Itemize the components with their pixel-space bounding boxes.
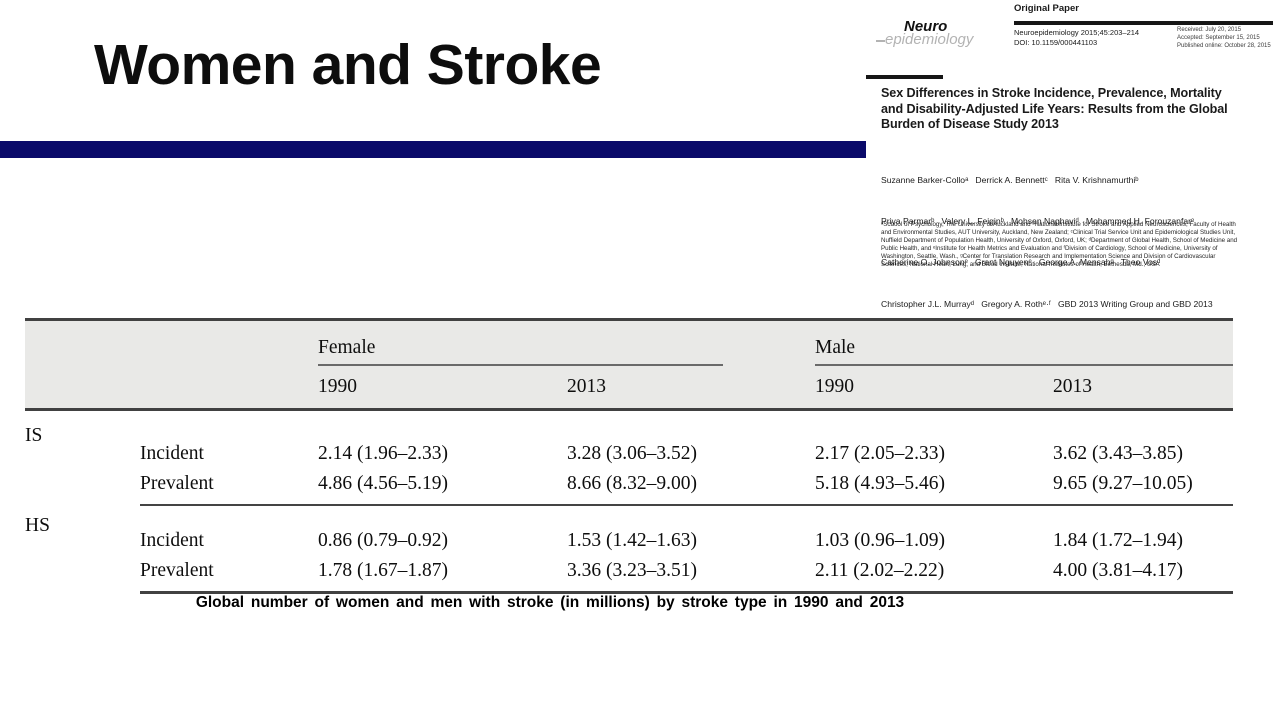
- paper-clipping: Neuro epidemiology Original Paper Neuroe…: [865, 0, 1280, 350]
- value-cell: 5.18 (4.93–5.46): [815, 465, 1053, 506]
- year-header: 1990: [815, 366, 1053, 411]
- paper-dates: Received: July 20, 2015 Accepted: Septem…: [1177, 26, 1271, 50]
- table-row: Prevalent 4.86 (4.56–5.19) 8.66 (8.32–9.…: [25, 465, 1233, 506]
- value-cell: 4.86 (4.56–5.19): [318, 465, 567, 506]
- value-cell: 9.65 (9.27–10.05): [1053, 465, 1233, 506]
- year-header: 2013: [1053, 366, 1233, 411]
- table-row: HS Incident 0.86 (0.79–0.92) 1.53 (1.42–…: [25, 505, 1233, 552]
- table-year-header-row: 1990 2013 1990 2013: [25, 366, 1233, 411]
- paper-date-published: Published online: October 28, 2015: [1177, 43, 1271, 49]
- table-corner-cell: [25, 318, 318, 366]
- table-header-male: Male: [815, 318, 1233, 366]
- year-header: 2013: [567, 366, 815, 411]
- journal-logo-dash: [876, 40, 885, 42]
- male-span-rule: [815, 364, 1233, 366]
- paper-affiliations: ᵃSchool of Psychology, The University of…: [881, 221, 1238, 268]
- measure-cell: Prevalent: [140, 465, 318, 506]
- table-row: Prevalent 1.78 (1.67–1.87) 3.36 (3.23–3.…: [25, 552, 1233, 594]
- journal-logo-neuro: Neuro: [904, 18, 948, 35]
- value-cell: 4.00 (3.81–4.17): [1053, 552, 1233, 594]
- value-cell: 1.78 (1.67–1.87): [318, 552, 567, 594]
- value-cell: 3.62 (3.43–3.85): [1053, 443, 1183, 464]
- value-cell: 2.11 (2.02–2.22): [815, 552, 1053, 594]
- table-caption: Global number of women and men with stro…: [195, 594, 905, 611]
- stroke-table: Female Male 1990 2013 1990 2013 IS Incid…: [25, 318, 1233, 594]
- table-group-header-row: Female Male: [25, 318, 1233, 366]
- paper-date-accepted: Accepted: September 15, 2015: [1177, 35, 1260, 41]
- value-cell: 3.36 (3.23–3.51): [567, 552, 815, 594]
- paper-section-label: Original Paper: [1014, 3, 1079, 14]
- table-header-female-label: Female: [318, 337, 376, 358]
- value-cell: 1.03 (0.96–1.09): [815, 530, 945, 551]
- stroke-type-cell: IS: [25, 425, 43, 446]
- value-cell: 3.28 (3.06–3.52): [567, 443, 697, 464]
- table-header-male-label: Male: [815, 337, 856, 358]
- value-cell: 1.84 (1.72–1.94): [1053, 530, 1183, 551]
- year-header: 1990: [318, 366, 567, 411]
- stroke-type-cell: HS: [25, 515, 50, 536]
- paper-title: Sex Differences in Stroke Incidence, Pre…: [881, 86, 1228, 132]
- value-cell: 8.66 (8.32–9.00): [567, 465, 815, 506]
- table-empty-cell: [25, 366, 318, 411]
- paper-doi: DOI: 10.1159/000441103: [1014, 38, 1098, 47]
- value-cell: 2.17 (2.05–2.33): [815, 443, 945, 464]
- measure-cell: Prevalent: [140, 552, 318, 594]
- paper-citation: Neuroepidemiology 2015;45:203–214: [1014, 28, 1140, 37]
- female-span-rule: [318, 364, 723, 366]
- paper-title-rule: [866, 75, 943, 79]
- measure-cell: Incident: [140, 530, 204, 551]
- table-header-female: Female: [318, 318, 815, 366]
- author-line: Priya Parmarᵇ Valery L. Feiginᵇ Mohsen N…: [881, 215, 1195, 226]
- author-line: Suzanne Barker-Colloᵃ Derrick A. Bennett…: [881, 174, 1139, 185]
- value-cell: 1.53 (1.42–1.63): [567, 530, 697, 551]
- slide-title: Women and Stroke: [94, 33, 602, 97]
- table-row: IS Incident 2.14 (1.96–2.33) 3.28 (3.06–…: [25, 410, 1233, 466]
- accent-bar: [0, 141, 866, 158]
- value-cell: 2.14 (1.96–2.33): [318, 443, 448, 464]
- paper-date-received: Received: July 20, 2015: [1177, 27, 1242, 33]
- author-line: Catherine O. Johnsonᵉ Grant Nguyenᵉ Geor…: [881, 257, 1161, 268]
- measure-cell: Incident: [140, 443, 204, 464]
- author-line: Christopher J.L. Murrayᵈ Gregory A. Roth…: [881, 298, 1213, 309]
- journal-logo-epidemiology: epidemiology: [885, 31, 974, 48]
- paper-header-rule: [1014, 21, 1273, 25]
- value-cell: 0.86 (0.79–0.92): [318, 530, 448, 551]
